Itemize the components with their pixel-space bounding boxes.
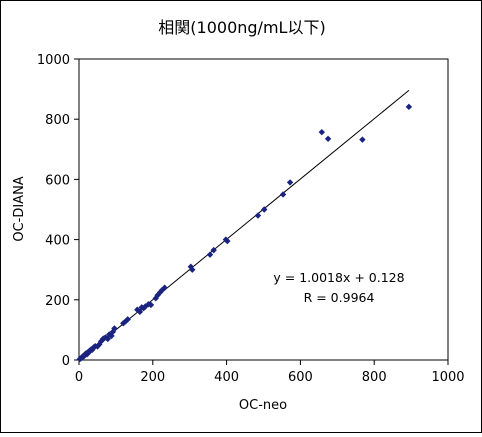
data-point [111, 325, 118, 332]
data-point [324, 135, 332, 142]
y-axis: 0 200 400 600 800 1000 [37, 53, 79, 369]
y-tick-label: 800 [45, 113, 70, 128]
data-point [124, 316, 131, 323]
data-points [76, 103, 413, 363]
data-point [147, 301, 155, 309]
data-point [224, 237, 231, 245]
y-tick-label: 0 [62, 354, 70, 369]
x-tick-label: 200 [140, 370, 165, 385]
y-tick-label: 200 [45, 294, 70, 309]
data-point [134, 306, 141, 313]
regression-equation: y = 1.0018x + 0.128 [273, 270, 404, 285]
correlation-coefficient: R = 0.9964 [304, 290, 375, 305]
y-tick-label: 400 [45, 234, 70, 249]
x-axis-label: OC-neo [239, 398, 287, 413]
x-tick-label: 1000 [431, 370, 464, 385]
y-tick-label: 600 [45, 173, 70, 188]
data-point [189, 266, 196, 273]
y-axis-label: OC-DIANA [12, 176, 27, 241]
y-tick-label: 1000 [37, 53, 70, 68]
x-tick-label: 600 [288, 370, 313, 385]
data-point [359, 136, 366, 143]
data-point [161, 284, 168, 291]
data-point [206, 251, 214, 258]
data-point [318, 128, 326, 136]
data-point [120, 320, 127, 327]
x-tick-label: 400 [214, 370, 239, 385]
data-point [254, 212, 262, 219]
data-point [405, 103, 413, 111]
x-tick-label: 0 [75, 370, 83, 385]
x-tick-label: 800 [362, 370, 387, 385]
data-point [286, 179, 294, 186]
data-point [210, 246, 217, 254]
data-point [279, 191, 287, 198]
plot-area-border [78, 58, 449, 361]
data-point [261, 206, 268, 213]
chart-title: 相関(1000ng/mL以下) [158, 18, 325, 37]
x-axis: 0 200 400 600 800 1000 [75, 360, 465, 385]
trendline [78, 89, 410, 361]
